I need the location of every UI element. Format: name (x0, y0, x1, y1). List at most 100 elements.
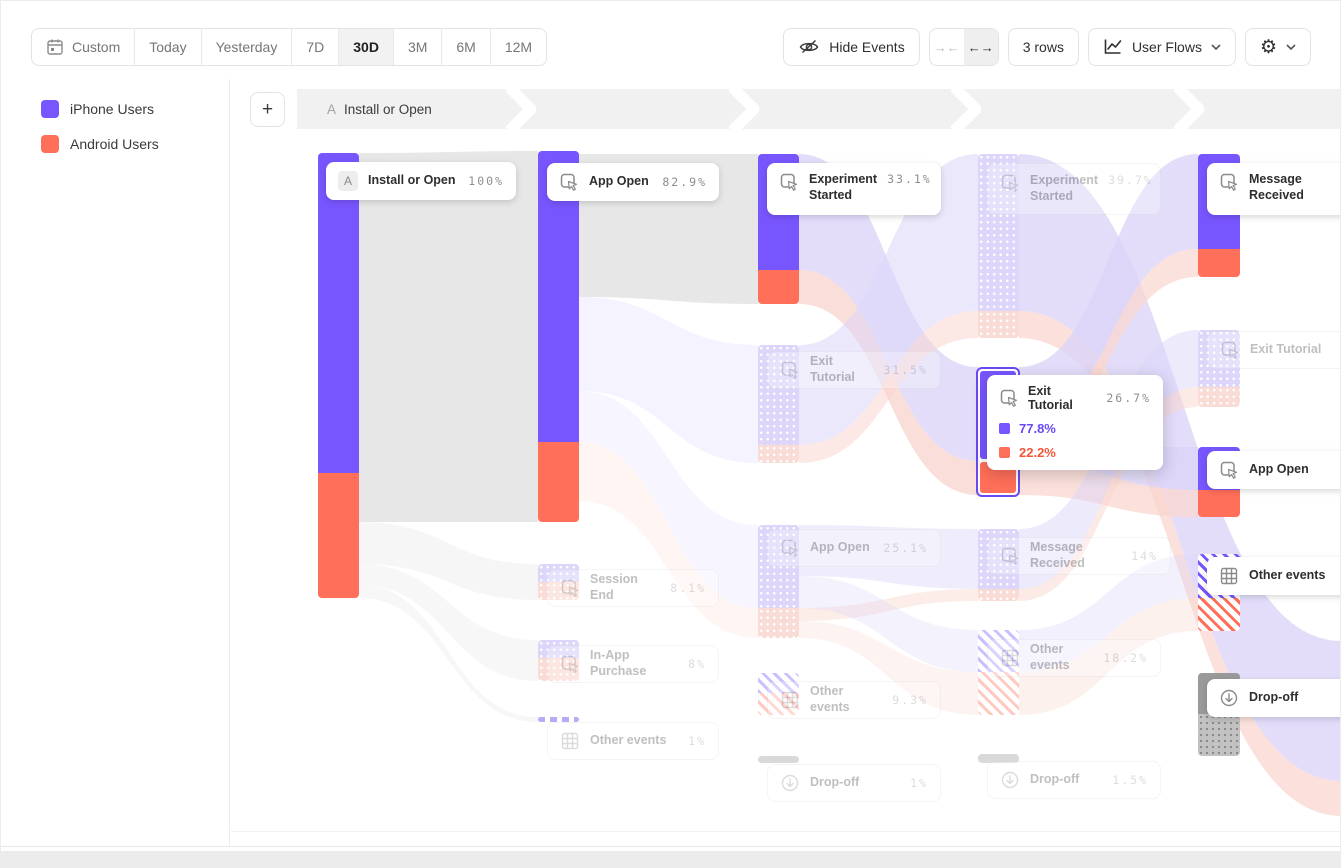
flow-bar-segment[interactable] (758, 345, 799, 445)
flow-bar-segment[interactable] (758, 756, 799, 763)
flow-node-install-or-open-1[interactable]: A Install or Open 100% (326, 162, 516, 200)
date-range-30d[interactable]: 30D (339, 29, 394, 65)
node-percent: 1.5% (1112, 773, 1148, 787)
node-percent: 82.9% (662, 175, 707, 189)
flow-node-other-events-3[interactable]: Other events 9.3% (767, 681, 941, 719)
view-label: User Flows (1131, 39, 1202, 55)
date-range-label: 3M (407, 39, 428, 55)
flow-bar-segment[interactable] (1198, 387, 1240, 407)
flow-node-other-events-4[interactable]: Other events 18.2% (987, 639, 1161, 677)
path-chevron-icon (1174, 89, 1204, 129)
node-percent: 100% (468, 174, 504, 188)
flow-node-drop-off-5[interactable]: Drop-off (1207, 679, 1340, 717)
flow-node-exit-tutorial-4-tooltip[interactable]: Exit Tutorial 26.7% 77.8% 22.2% (987, 375, 1163, 470)
flow-chart-icon (1103, 38, 1123, 56)
flow-bar-segment[interactable] (538, 564, 579, 582)
flow-bar-segment[interactable] (318, 153, 359, 473)
flow-node-other-events-2[interactable]: Other events 1% (547, 722, 719, 760)
path-step-1: A Install or Open (327, 102, 432, 117)
flow-bar-segment[interactable] (1198, 490, 1240, 517)
flow-bar-segment[interactable] (758, 445, 799, 463)
date-range-12m[interactable]: 12M (491, 29, 546, 65)
flow-bar-segment[interactable] (978, 672, 1019, 715)
step-letter-badge: A (327, 101, 337, 117)
flow-bar-segment[interactable] (978, 154, 1019, 311)
node-label: Exit Tutorial (1028, 384, 1073, 412)
flow-bar-segment[interactable] (1198, 330, 1240, 387)
flow-path-bar[interactable]: A Install or Open (297, 89, 1340, 129)
flow-node-message-received-5[interactable]: Message Received (1207, 163, 1340, 215)
flow-bar-segment[interactable] (978, 630, 1019, 672)
flow-bar-segment[interactable] (318, 473, 359, 598)
event-icon (779, 172, 799, 192)
hide-events-button[interactable]: Hide Events (783, 28, 920, 66)
flow-node-session-end-2[interactable]: Session End 8.1% (547, 569, 719, 607)
flow-node-drop-off-3[interactable]: Drop-off 1% (767, 764, 941, 802)
flow-bar-segment[interactable] (538, 717, 579, 722)
iphone-swatch (999, 423, 1010, 434)
event-icon (999, 388, 1019, 408)
date-range-3m[interactable]: 3M (394, 29, 443, 65)
flow-bar-segment[interactable] (538, 582, 579, 600)
date-range-label: Today (149, 39, 187, 55)
node-percent: 39.7% (1108, 173, 1153, 187)
flow-bar-segment[interactable] (538, 640, 579, 658)
flow-bar-segment[interactable] (1198, 598, 1240, 631)
flow-bar-segment[interactable] (1198, 714, 1240, 756)
settings-button[interactable]: ⚙ (1244, 28, 1311, 66)
flow-node-drop-off-4[interactable]: Drop-off 1.5% (987, 761, 1161, 799)
legend-item-iphone-users[interactable]: iPhone Users (41, 100, 229, 118)
flow-node-message-received-4[interactable]: Message Received 14% (987, 537, 1171, 575)
eye-off-icon (798, 36, 820, 58)
node-label: Drop-off (810, 775, 860, 790)
add-step-button[interactable]: + (250, 92, 285, 127)
date-range-custom[interactable]: Custom (32, 29, 136, 65)
view-selector-button[interactable]: User Flows (1087, 28, 1236, 66)
flow-node-app-open-2[interactable]: App Open 82.9% (547, 163, 719, 201)
flow-node-in-app-purchase-2[interactable]: In-App Purchase 8% (547, 645, 719, 683)
legend-label: iPhone Users (70, 101, 155, 117)
date-range-label: 30D (353, 39, 379, 55)
flow-bar-segment[interactable] (758, 525, 799, 608)
gear-icon: ⚙ (1259, 36, 1277, 58)
date-range-7d[interactable]: 7D (292, 29, 340, 65)
flow-bar-segment[interactable] (978, 529, 1019, 589)
flow-node-app-open-5[interactable]: App Open (1207, 451, 1340, 489)
collapse-columns-button[interactable]: →← (930, 29, 964, 65)
rows-button[interactable]: 3 rows (1007, 28, 1079, 66)
event-icon (559, 172, 579, 192)
node-label: Session End (590, 572, 638, 602)
grid-icon (1219, 566, 1239, 586)
legend-label: Android Users (70, 136, 159, 152)
page-bottom-divider (1, 846, 1340, 847)
horizontal-scrollbar[interactable] (1, 851, 1340, 867)
drop-off-icon (780, 773, 800, 793)
path-chevron-icon (951, 89, 981, 129)
legend-item-android-users[interactable]: Android Users (41, 135, 229, 153)
flow-node-experiment-started-4[interactable]: Experiment Started 39.7% (987, 163, 1161, 215)
flow-bar-segment[interactable] (538, 442, 579, 522)
date-range-yesterday[interactable]: Yesterday (202, 29, 293, 65)
node-label: In-App Purchase (590, 648, 647, 678)
date-range-6m[interactable]: 6M (442, 29, 491, 65)
flow-bar-segment[interactable] (1198, 249, 1240, 277)
flow-node-app-open-3[interactable]: App Open 25.1% (767, 529, 941, 567)
date-range-today[interactable]: Today (135, 29, 202, 65)
flow-bar-segment[interactable] (978, 589, 1019, 601)
android-users-swatch (41, 135, 59, 153)
iphone-users-swatch (41, 100, 59, 118)
path-chevron-icon (506, 89, 536, 129)
flow-bar-segment[interactable] (758, 608, 799, 638)
flow-node-other-events-5[interactable]: Other events (1207, 557, 1340, 595)
rows-label: 3 rows (1022, 39, 1064, 55)
node-label: App Open (1249, 462, 1309, 477)
tooltip-breakdown-android: 22.2% (999, 445, 1151, 460)
flow-bar-segment[interactable] (758, 270, 799, 304)
flow-bar-segment[interactable] (758, 693, 799, 715)
flow-node-experiment-started-3[interactable]: Experiment Started 33.1% (767, 163, 941, 215)
expand-columns-button[interactable]: ←→ (963, 29, 998, 65)
flow-bar-segment[interactable] (978, 311, 1019, 338)
flow-node-exit-tutorial-3[interactable]: Exit Tutorial 31.5% (767, 351, 941, 389)
flow-node-exit-tutorial-5[interactable]: Exit Tutorial (1207, 331, 1340, 369)
flow-bar-segment[interactable] (978, 754, 1019, 763)
